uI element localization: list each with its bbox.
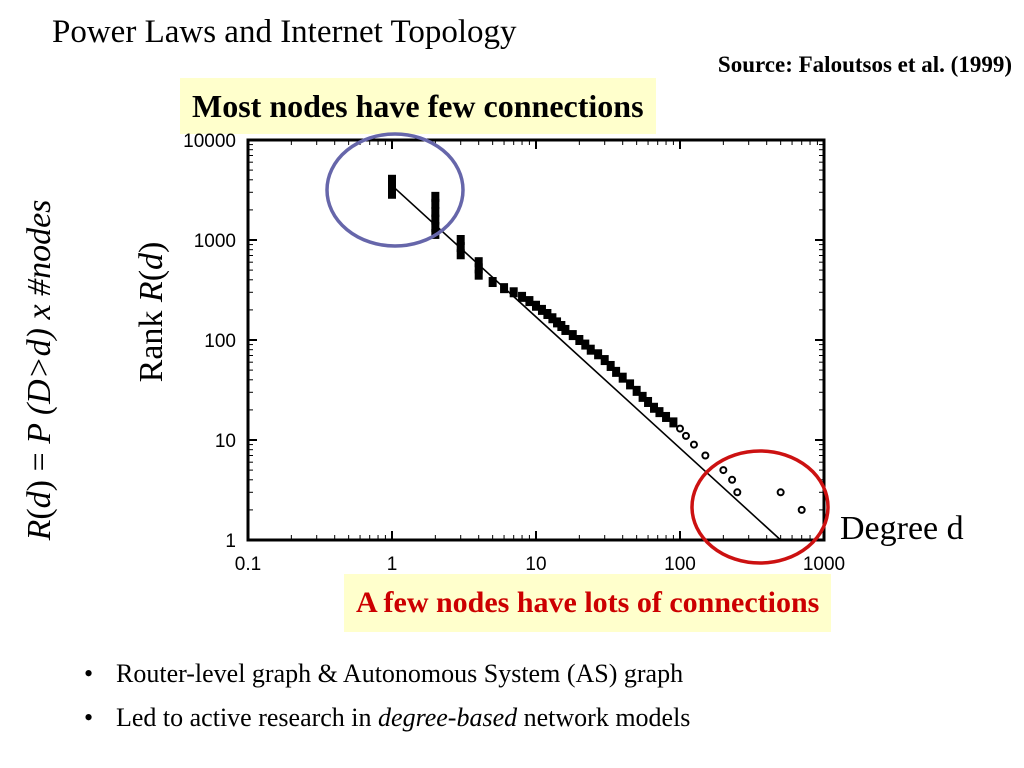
- y-tick-label: 10: [215, 431, 236, 452]
- data-point: [456, 235, 465, 245]
- data-point: [733, 488, 742, 497]
- bottom-highlight-circle: [690, 449, 830, 565]
- plot-frame: [246, 138, 826, 542]
- data-point: [474, 257, 483, 268]
- data-point: [681, 431, 690, 440]
- data-point: [431, 198, 440, 209]
- data-point: [644, 396, 653, 407]
- data-point: [689, 440, 698, 449]
- data-point: [594, 349, 603, 360]
- data-point: [719, 466, 728, 475]
- data-point: [618, 372, 627, 383]
- data-point: [575, 335, 584, 345]
- y-tick-label: 1: [225, 531, 236, 552]
- data-point: [388, 188, 396, 199]
- data-point: [650, 402, 659, 413]
- data-point: [600, 355, 609, 366]
- data-point: [456, 249, 465, 260]
- bullet-text: Router-level graph & Autonomous System (…: [116, 659, 684, 688]
- data-point: [701, 451, 710, 460]
- bullet-item: • Led to active research in degree-based…: [84, 696, 690, 740]
- x-tick-label: 1: [387, 554, 398, 575]
- bullet-emphasis: degree-based: [378, 703, 518, 732]
- slide-title: Power Laws and Internet Topology: [52, 14, 517, 50]
- bullet-text-end: network models: [517, 703, 691, 732]
- data-point: [612, 366, 621, 377]
- x-axis-label: Degree d: [840, 510, 964, 547]
- data-point: [606, 360, 615, 371]
- data-point: [797, 505, 806, 514]
- fit-line: [391, 185, 782, 541]
- data-point: [561, 324, 570, 335]
- data-point: [586, 344, 595, 355]
- bullet-text: Led to active research in: [116, 703, 379, 732]
- data-point: [431, 221, 440, 232]
- data-point: [669, 417, 678, 428]
- x-tick-label: 10: [525, 554, 546, 575]
- data-point: [431, 207, 440, 218]
- x-tick-label: 0.1: [235, 554, 261, 575]
- data-point: [474, 263, 483, 274]
- top-highlight-circle: [325, 132, 465, 248]
- x-tick-label: 100: [664, 554, 696, 575]
- data-point: [676, 424, 684, 433]
- data-point: [525, 296, 534, 307]
- data-point: [655, 407, 664, 418]
- data-point: [543, 308, 552, 319]
- bottom-callout: A few nodes have lots of connections: [344, 574, 832, 632]
- data-point: [776, 488, 785, 497]
- data-point: [488, 277, 497, 288]
- data-point: [456, 242, 465, 253]
- data-point: [581, 339, 590, 350]
- data-point: [537, 304, 546, 315]
- y-tick-label: 10000: [183, 131, 236, 152]
- data-point: [532, 300, 540, 311]
- data-point: [568, 330, 577, 341]
- bullet-marker: •: [84, 703, 94, 732]
- data-point: [728, 475, 737, 484]
- source-citation: Source: Faloutsos et al. (1999): [717, 52, 1012, 77]
- data-point: [632, 385, 641, 396]
- x-tick-label: 1000: [803, 554, 845, 575]
- data-point: [553, 317, 562, 328]
- data-point: [518, 291, 527, 302]
- top-callout: Most nodes have few connections: [180, 78, 656, 134]
- bullet-marker: •: [84, 659, 94, 688]
- data-point: [626, 379, 635, 390]
- data-point: [548, 313, 557, 324]
- y-tick-label: 1000: [194, 231, 236, 252]
- data-point: [431, 214, 440, 225]
- data-point: [474, 269, 483, 280]
- data-point: [557, 321, 566, 332]
- data-series: [388, 174, 806, 541]
- y-tick-label: 100: [204, 331, 236, 352]
- data-point: [388, 179, 396, 190]
- data-point: [509, 287, 518, 298]
- data-point: [638, 391, 647, 402]
- axis-ticks: [247, 139, 825, 541]
- bullet-list: • Router-level graph & Autonomous System…: [84, 652, 690, 740]
- bullet-item: • Router-level graph & Autonomous System…: [84, 652, 690, 696]
- data-point: [662, 411, 671, 422]
- data-point: [431, 191, 440, 202]
